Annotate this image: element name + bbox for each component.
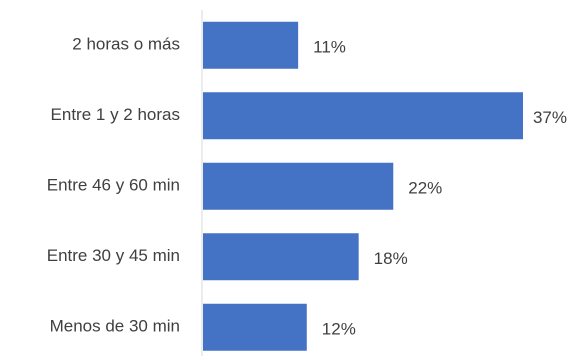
bar (203, 233, 359, 281)
category-label: Entre 30 y 45 min (47, 246, 180, 265)
data-label: 11% (313, 38, 346, 57)
data-label: 22% (408, 179, 442, 198)
bar (203, 303, 307, 351)
category-labels: 2 horas o más Entre 1 y 2 horas Entre 46 y… (47, 35, 180, 336)
category-label: Entre 1 y 2 horas (51, 105, 180, 124)
data-label: 12% (322, 320, 356, 339)
category-label: 2 horas o más (72, 35, 180, 54)
category-label: Entre 46 y 60 min (47, 176, 180, 195)
data-label: 37% (533, 108, 567, 127)
bar (203, 92, 523, 140)
data-labels: 11% 37% 22% 18% 12% (313, 38, 567, 339)
bars (203, 21, 523, 351)
bar (203, 21, 299, 69)
data-label: 18% (374, 249, 408, 268)
category-label: Menos de 30 min (50, 317, 180, 336)
bar (203, 162, 394, 210)
